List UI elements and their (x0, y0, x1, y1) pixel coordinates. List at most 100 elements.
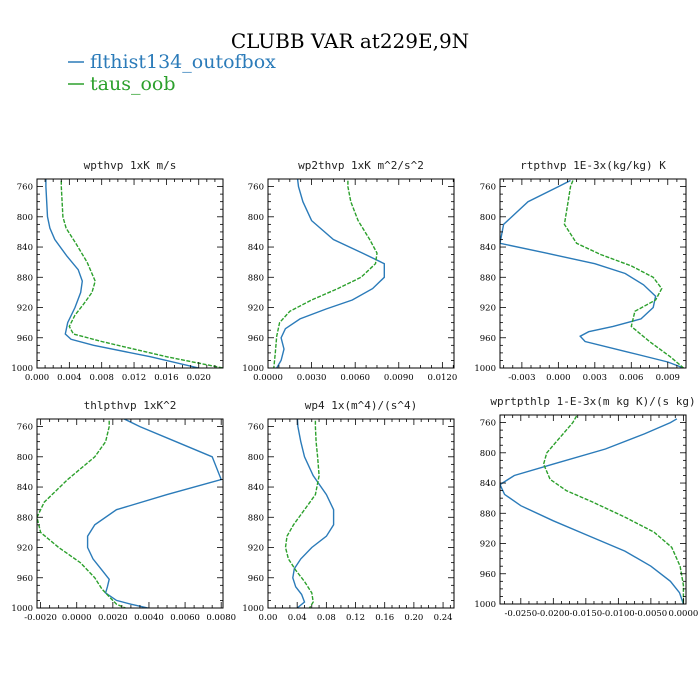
panel-0: wpthvp 1xK m/s 0.000 0.004 0.008 0.012 0.016 0… (11, 159, 224, 383)
x-tick-label-4: 0.16 (375, 613, 394, 623)
series-line-0-0 (45, 179, 199, 368)
panel-3: thlpthvp 1xK^2 -0.0020 0.0000 0.0020 0.0040 0… (11, 399, 236, 623)
panel-5: wprtpthlp 1-E-3x(m kg K)/(s kg)-0.0250 -0… (474, 395, 698, 619)
panel-title-5: wprtpthlp 1-E-3x(m kg K)/(s kg) (490, 395, 695, 408)
x-tick-label-2: -0.003 (508, 373, 535, 383)
x-tick-label-3: 0.0000 (62, 613, 92, 623)
x-tick-label-2: 0.009 (656, 373, 680, 383)
y-tick-label-3: 920 (17, 544, 33, 554)
x-tick-label-3: -0.0020 (24, 613, 57, 623)
panel-title-4: wp4 1x(m^4)/(s^4) (305, 399, 418, 412)
y-tick-label-0: 880 (17, 273, 33, 283)
x-tick-label-3: 0.0060 (170, 613, 200, 623)
x-tick-label-1: 0.0030 (297, 373, 327, 383)
panel-2: rtpthvp 1E-3x(kg/kg) K -0.003 0.000 0.003 0.… (474, 159, 687, 383)
y-tick-label-1: 920 (248, 304, 264, 314)
plot-frame-2 (499, 178, 687, 369)
panels: wpthvp 1xK m/s 0.000 0.004 0.008 0.012 0.016 0… (11, 159, 698, 623)
x-tick-label-1: 0.0000 (253, 373, 283, 383)
x-tick-label-0: 0.004 (57, 373, 81, 383)
panel-title-1: wp2thvp 1xK m^2/s^2 (298, 159, 424, 172)
y-tick-label-2: 840 (480, 243, 496, 253)
x-tick-label-4: 0.24 (434, 613, 453, 623)
y-tick-label-2: 880 (480, 273, 496, 283)
y-tick-label-1: 880 (248, 273, 264, 283)
y-tick-label-2: 800 (480, 213, 496, 223)
x-tick-label-3: 0.0040 (134, 613, 164, 623)
x-tick-label-4: 0.08 (317, 613, 336, 623)
y-tick-label-5: 880 (480, 509, 496, 519)
x-tick-label-5: -0.0050 (635, 609, 668, 619)
x-tick-label-0: 0.008 (90, 373, 114, 383)
figure-title: CLUBB VAR at229E,9N (231, 29, 469, 53)
y-tick-label-0: 760 (17, 183, 33, 193)
y-tick-label-5: 840 (480, 479, 496, 489)
y-tick-label-0: 800 (17, 213, 33, 223)
y-tick-label-5: 920 (480, 540, 496, 550)
y-tick-label-4: 920 (248, 544, 264, 554)
series-line-4-1 (284, 419, 320, 608)
legend: flthist134_outofbox taus_oob (68, 51, 276, 95)
x-tick-label-5: -0.0100 (602, 609, 635, 619)
x-tick-label-4: 0.12 (346, 613, 365, 623)
y-tick-label-2: 960 (480, 334, 496, 344)
series-line-3-0 (86, 419, 223, 608)
x-tick-label-5: -0.0150 (570, 609, 603, 619)
plot-frame-1 (267, 178, 455, 369)
x-tick-label-2: 0.003 (583, 373, 607, 383)
y-tick-label-5: 960 (480, 570, 496, 580)
y-tick-label-1: 760 (248, 183, 264, 193)
y-tick-label-4: 880 (248, 513, 264, 523)
x-tick-label-1: 0.0090 (384, 373, 414, 383)
panel-1: wp2thvp 1xK m^2/s^2 0.0000 0.0030 0.0060 0.0… (242, 159, 457, 383)
x-tick-label-0: 0.000 (25, 373, 49, 383)
x-tick-label-0: 0.012 (122, 373, 146, 383)
x-tick-label-3: 0.0020 (98, 613, 128, 623)
x-tick-label-1: 0.0060 (340, 373, 370, 383)
plot-frame-4 (267, 418, 455, 609)
y-tick-label-0: 960 (17, 334, 33, 344)
y-tick-label-2: 760 (480, 183, 496, 193)
series-line-2-0 (500, 179, 684, 368)
x-tick-label-0: 0.016 (154, 373, 178, 383)
y-tick-label-1: 800 (248, 213, 264, 223)
x-tick-label-4: 0.20 (404, 613, 423, 623)
series-line-4-0 (292, 419, 335, 608)
x-tick-label-5: -0.0200 (537, 609, 570, 619)
y-tick-label-1: 840 (248, 243, 264, 253)
series-line-5-0 (500, 418, 685, 604)
y-tick-label-3: 960 (17, 574, 33, 584)
x-tick-label-0: 0.020 (187, 373, 211, 383)
series-line-1-1 (273, 179, 378, 368)
y-tick-label-2: 920 (480, 304, 496, 314)
y-tick-label-3: 760 (17, 423, 33, 433)
x-tick-label-2: 0.000 (546, 373, 570, 383)
x-tick-label-3: 0.0080 (206, 613, 236, 623)
series-line-3-1 (37, 419, 128, 608)
x-tick-label-4: 0.04 (288, 613, 307, 623)
plot-frame-0 (36, 178, 224, 369)
y-tick-label-2: 1000 (474, 364, 496, 374)
y-tick-label-5: 800 (480, 449, 496, 459)
series-line-1-0 (275, 179, 385, 368)
y-tick-label-0: 920 (17, 304, 33, 314)
y-tick-label-4: 960 (248, 574, 264, 584)
y-tick-label-5: 760 (480, 419, 496, 429)
y-tick-label-3: 800 (17, 453, 33, 463)
series-line-2-1 (563, 180, 685, 368)
x-tick-label-4: 0.00 (259, 613, 278, 623)
y-tick-label-1: 1000 (242, 364, 264, 374)
panel-title-0: wpthvp 1xK m/s (84, 159, 177, 172)
panel-title-3: thlpthvp 1xK^2 (84, 399, 177, 412)
y-tick-label-0: 1000 (11, 364, 33, 374)
y-tick-label-4: 760 (248, 423, 264, 433)
y-tick-label-4: 800 (248, 453, 264, 463)
y-tick-label-3: 880 (17, 513, 33, 523)
y-tick-label-4: 840 (248, 483, 264, 493)
legend-label-1: taus_oob (90, 73, 176, 95)
series-line-5-1 (542, 415, 685, 604)
y-tick-label-4: 1000 (242, 604, 264, 614)
y-tick-label-5: 1000 (474, 600, 496, 610)
y-tick-label-3: 840 (17, 483, 33, 493)
